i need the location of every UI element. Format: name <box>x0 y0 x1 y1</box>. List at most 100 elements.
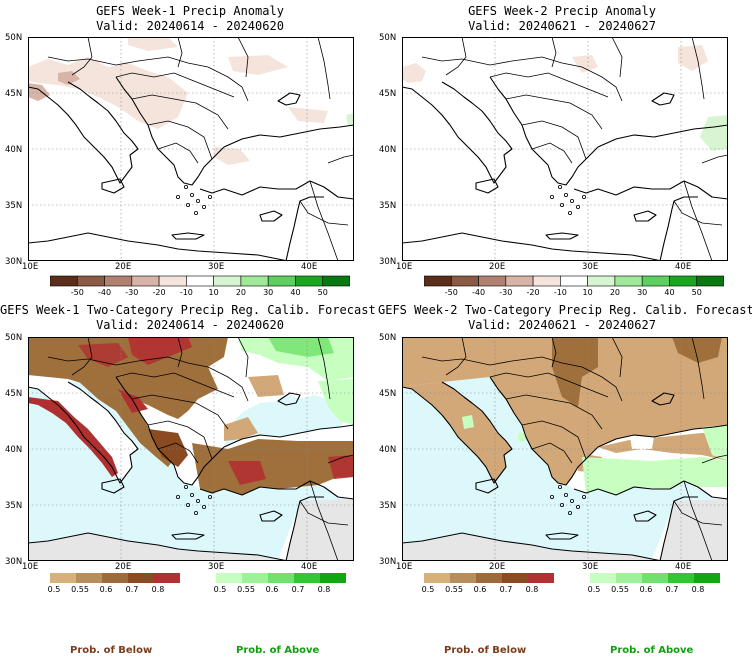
aegean-island <box>195 198 200 203</box>
colorbar-tick-label: 0.7 <box>125 585 139 594</box>
dry-anomaly-area <box>228 55 288 75</box>
longitude-label: 30E <box>582 562 599 572</box>
dry-anomaly-area <box>58 71 80 85</box>
below-colorbar-1 <box>50 573 180 583</box>
colorbar-swatch <box>50 573 76 583</box>
colorbar-tick-label: 0.6 <box>99 585 113 594</box>
panel2-valid: Valid: 20240621 - 20240627 <box>468 19 656 33</box>
aegean-island <box>567 210 572 215</box>
coastline <box>659 196 698 261</box>
country-border <box>115 72 235 98</box>
colorbar-tick-label: -10 <box>179 288 193 297</box>
country-border <box>551 337 557 368</box>
colorbar-tick-label: -50 <box>70 288 84 297</box>
week1-probability-map <box>28 337 354 561</box>
country-border <box>177 337 183 368</box>
above-normal-area <box>582 457 728 495</box>
country-border <box>317 37 331 100</box>
colorbar-tick-label: -30 <box>499 288 513 297</box>
colorbar-swatch <box>694 573 720 583</box>
aegean-island <box>195 498 200 503</box>
aegean-island <box>575 504 580 509</box>
coastline <box>489 376 599 486</box>
island-coastline <box>651 92 675 106</box>
aegean-island <box>185 202 190 207</box>
coastline <box>28 81 139 184</box>
mediterranean-sea <box>28 377 354 561</box>
longitude-label: 40E <box>301 262 318 272</box>
colorbar-swatch <box>158 275 187 287</box>
map-frame <box>28 337 354 561</box>
colorbar-tick-label: -30 <box>125 288 139 297</box>
colorbar-tick-label: 50 <box>317 288 328 297</box>
above-normal-area <box>268 337 334 357</box>
colorbar-swatch <box>642 573 668 583</box>
colorbar-swatch <box>240 275 269 287</box>
colorbar-swatch <box>267 275 296 287</box>
latitude-label: 30N <box>5 557 23 567</box>
country-border <box>701 454 728 464</box>
latitude-label: 35N <box>379 201 397 211</box>
colorbar-swatch <box>216 573 242 583</box>
colorbar-tick-label: 10 <box>582 288 593 297</box>
aegean-island <box>569 498 574 503</box>
below-colorbar-2 <box>424 573 554 583</box>
island-coastline <box>475 478 499 494</box>
colorbar-swatch <box>528 573 554 583</box>
country-border <box>673 500 723 526</box>
colorbar-swatch <box>669 275 698 287</box>
colorbar-swatch <box>294 573 320 583</box>
aegean-island <box>189 492 194 497</box>
panel3-map <box>28 337 354 561</box>
below-normal-area <box>552 337 598 407</box>
country-border <box>157 442 199 464</box>
below-normal-area <box>28 337 228 419</box>
aegean-island <box>183 484 188 489</box>
middle-east-missing-region <box>286 499 354 561</box>
country-border <box>299 500 349 526</box>
country-border <box>505 394 603 430</box>
latitude-label: 40N <box>379 145 397 155</box>
prob-below-label-2: Prob. of Below <box>444 645 527 656</box>
colorbar-tick-label: 0.6 <box>473 585 487 594</box>
colorbar-swatch <box>424 573 450 583</box>
aegean-island <box>549 194 554 199</box>
coastline <box>659 496 698 561</box>
panel2-title: GEFS Week-2 Precip Anomaly <box>468 4 656 18</box>
colorbar-swatch <box>616 573 642 583</box>
colorbar-swatch <box>641 275 670 287</box>
dry-anomaly-area <box>572 55 598 73</box>
country-border <box>489 372 609 398</box>
longitude-label: 20E <box>115 262 132 272</box>
latitude-label: 45N <box>379 389 397 399</box>
aegean-island <box>193 210 198 215</box>
below-normal-area <box>28 397 118 477</box>
island-coastline <box>651 392 675 406</box>
above-colorbar-1 <box>216 573 346 583</box>
aegean-island <box>185 502 190 507</box>
panel4-title: GEFS Week-2 Two-Category Precip Reg. Cal… <box>378 303 752 317</box>
colorbar-swatch <box>322 275 350 287</box>
colorbar-tick-label: -40 <box>97 288 112 297</box>
dry-anomaly-area <box>678 45 708 71</box>
island-coastline <box>171 232 205 240</box>
dry-anomaly-area <box>128 37 178 51</box>
colorbar-tick-label: 0.5 <box>587 585 601 594</box>
middle-east-missing-region <box>660 499 728 561</box>
neutral-area <box>630 437 654 449</box>
country-border <box>683 480 713 561</box>
colorbar-tick-label: 0.7 <box>499 585 513 594</box>
latitude-label: 35N <box>5 201 23 211</box>
colorbar-swatch <box>268 573 294 583</box>
mediterranean-sea <box>402 377 728 561</box>
below-normal-area <box>402 337 728 485</box>
coastline <box>597 124 728 148</box>
colorbar-tick-label: -40 <box>471 288 486 297</box>
island-coastline <box>259 510 283 522</box>
country-border <box>327 154 354 164</box>
country-border <box>327 454 354 464</box>
colorbar-swatch <box>213 275 242 287</box>
country-border <box>683 180 713 261</box>
country-border <box>71 337 93 376</box>
colorbar-swatch <box>502 573 528 583</box>
